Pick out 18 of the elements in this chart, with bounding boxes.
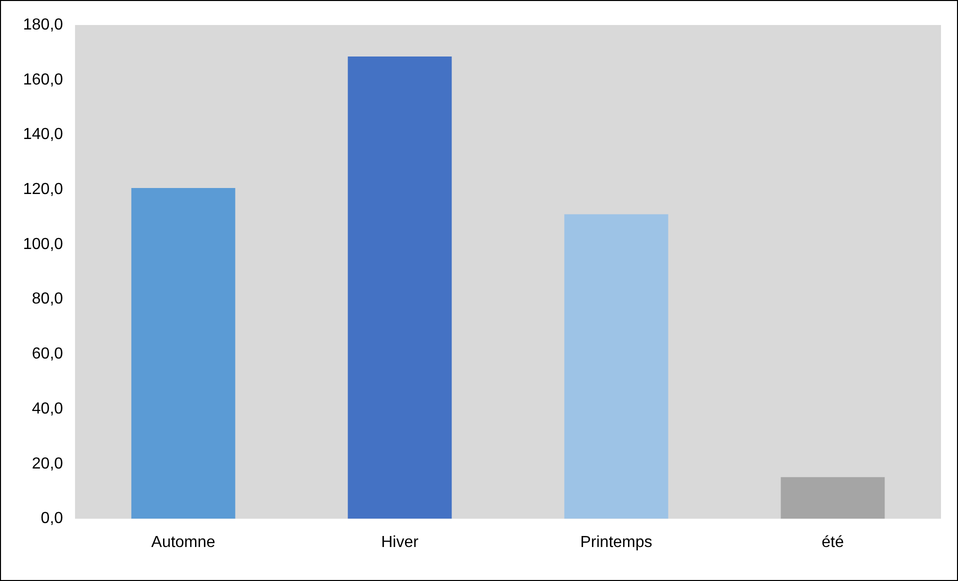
- x-tick-label: été: [822, 534, 844, 551]
- bar: [131, 188, 236, 519]
- y-tick-label: 160,0: [22, 71, 64, 88]
- y-tick-label: 80,0: [32, 290, 64, 308]
- y-tick-label: 60,0: [32, 346, 64, 363]
- bar: [780, 477, 885, 519]
- x-tick-label: Automne: [151, 534, 216, 551]
- bar: [348, 56, 452, 519]
- y-tick-label: 40,0: [32, 400, 64, 418]
- y-tick-label: 140,0: [22, 126, 64, 144]
- bar: [564, 214, 668, 519]
- y-tick-label: 120,0: [22, 181, 64, 198]
- y-tick-label: 100,0: [22, 236, 64, 253]
- y-tick-label: 180,0: [22, 16, 64, 34]
- x-tick-label: Printemps: [580, 534, 652, 551]
- y-tick-label: 20,0: [32, 455, 64, 472]
- y-tick-label: 0,0: [40, 510, 64, 528]
- x-tick-label: Hiver: [381, 534, 420, 551]
